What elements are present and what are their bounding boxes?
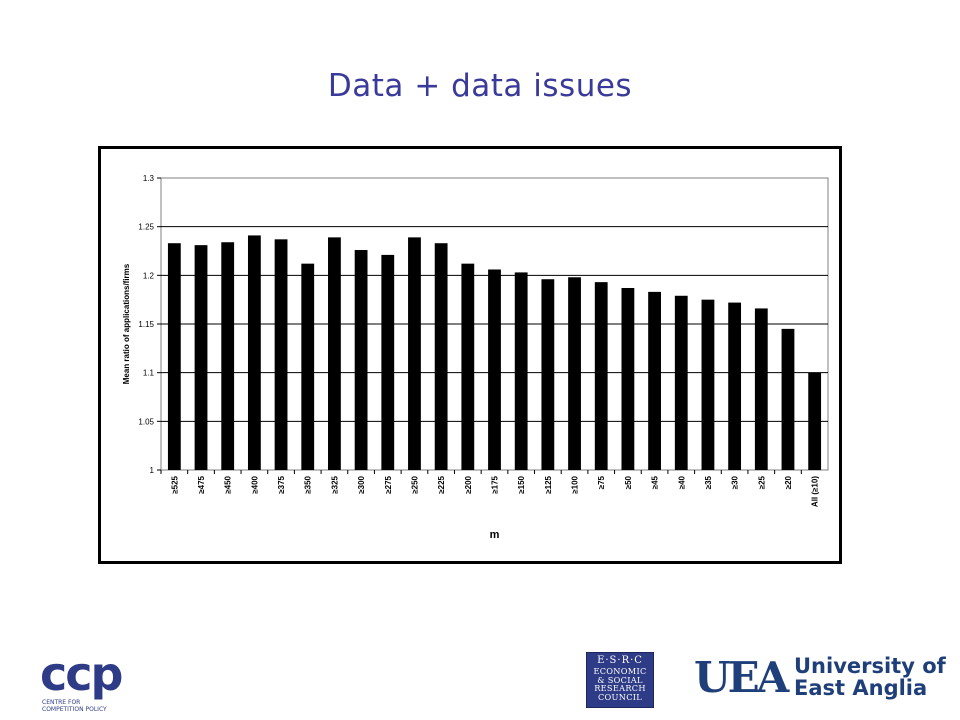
uea-name-line-2: East Anglia (794, 676, 928, 700)
x-tick-label: ≥300 (357, 475, 366, 493)
bar (194, 245, 208, 470)
y-tick-label: 1.25 (138, 223, 154, 232)
bar (754, 308, 768, 470)
x-tick-label: ≥350 (304, 475, 313, 493)
bar (568, 277, 581, 470)
esrc-top: E·S·R·C (597, 655, 643, 666)
bar (594, 282, 608, 470)
x-tick-label: ≥525 (170, 475, 179, 493)
y-tick-label: 1.3 (143, 174, 155, 183)
x-tick-label: ≥475 (197, 475, 206, 493)
y-tick-label: 1.15 (138, 320, 154, 329)
y-tick-label: 1.2 (143, 271, 155, 280)
bar (728, 302, 742, 470)
x-tick-label: ≥75 (597, 475, 606, 489)
uea-logo: UEA University of East Anglia (694, 650, 946, 706)
x-tick-label: ≥250 (410, 475, 419, 493)
bar (674, 295, 688, 470)
bar (701, 299, 715, 470)
bar (247, 235, 261, 470)
x-tick-label: ≥200 (464, 475, 473, 493)
ccp-subtitle-2: COMPETITION POLICY (42, 706, 107, 712)
bar (621, 287, 635, 470)
bar-chart: 1 1.05 1.1 1.15 1.2 1.25 1.3 ≥525 ≥475 ≥450 ≥400 ≥3… (122, 174, 829, 541)
bar (408, 237, 421, 470)
x-tick-label: ≥275 (384, 475, 393, 493)
ccp-mark: ccp (40, 650, 122, 701)
bar (488, 269, 501, 470)
bar (781, 328, 795, 470)
bar (274, 239, 288, 470)
x-tick-label: ≥400 (250, 475, 259, 493)
x-tick-label: ≥25 (757, 475, 766, 489)
ccp-subtitle: CENTRE FOR (42, 699, 80, 706)
x-tick-label: ≥450 (224, 475, 233, 493)
x-tick-label: ≥35 (704, 475, 713, 489)
uea-name-line-1: University of (794, 654, 946, 678)
bar (328, 237, 341, 470)
bar (461, 263, 475, 470)
esrc-line-2: & SOCIAL (597, 674, 643, 685)
x-tick-label: ≥50 (624, 475, 633, 489)
y-tick-label: 1 (150, 466, 155, 475)
y-axis-title: Mean ratio of applications/firms (122, 263, 131, 384)
bar (434, 243, 448, 470)
bar (648, 291, 661, 470)
bar (221, 242, 235, 470)
bar (514, 272, 528, 470)
esrc-line-4: COUNCIL (597, 691, 643, 702)
bar (301, 263, 315, 470)
y-tick-label: 1.1 (143, 369, 155, 378)
x-tick-label: ≥225 (437, 475, 446, 493)
x-tick-label: ≥30 (731, 475, 740, 489)
x-axis-title: m (490, 529, 500, 541)
bar (381, 254, 395, 470)
esrc-logo: E·S·R·C ECONOMIC & SOCIAL RESEARCH COUNC… (586, 652, 654, 708)
chart-frame: 1 1.05 1.1 1.15 1.2 1.25 1.3 ≥525 ≥475 ≥450 ≥400 ≥3… (98, 146, 842, 564)
x-tick-label: ≥45 (651, 475, 660, 489)
bar (541, 279, 555, 470)
x-tick-label: ≥325 (330, 475, 339, 493)
uea-mark: UEA (694, 653, 789, 702)
x-tick-label: ≥20 (784, 475, 793, 489)
x-tick-label: ≥175 (491, 475, 500, 493)
uea-name: University of East Anglia (794, 655, 946, 699)
y-tick-label: 1.05 (138, 417, 154, 426)
bar (808, 372, 822, 470)
slide-title: Data + data issues (327, 68, 633, 104)
esrc-line-3: RESEARCH (594, 683, 646, 694)
x-tick-label: ≥40 (677, 475, 686, 489)
bar (354, 250, 368, 470)
x-tick-label: ≥375 (277, 475, 286, 493)
x-tick-label: All (≥10) (811, 476, 820, 507)
ccp-logo: ccp CENTRE FOR COMPETITION POLICY (40, 647, 150, 713)
x-tick-label: ≥100 (571, 475, 580, 493)
x-tick-label: ≥125 (544, 475, 553, 493)
x-tick-label: ≥150 (517, 475, 526, 493)
bar (167, 243, 181, 470)
esrc-line-1: ECONOMIC (593, 666, 647, 676)
